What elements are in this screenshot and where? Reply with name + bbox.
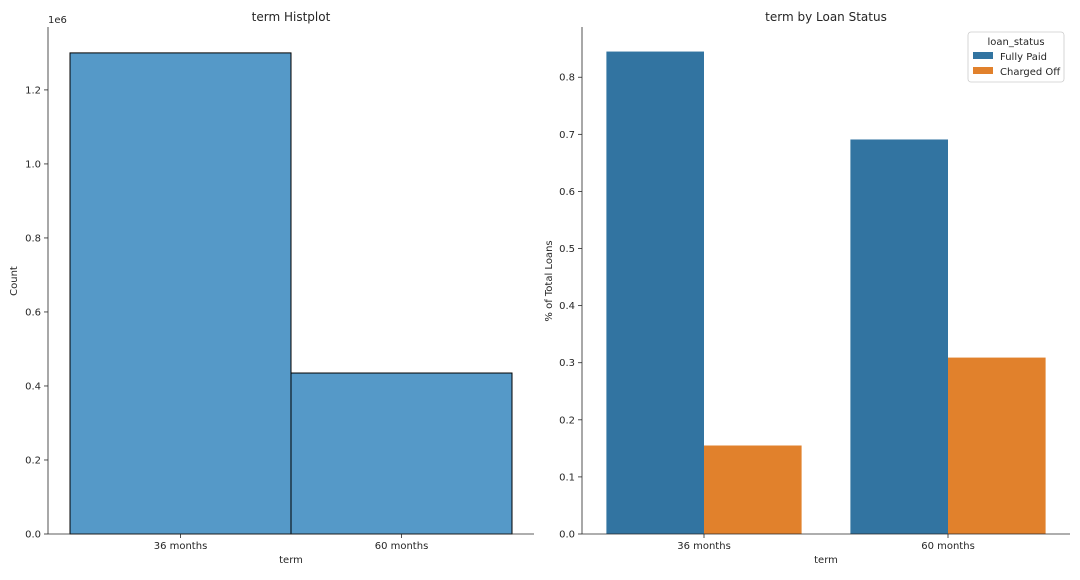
bar-charged-off-60-months xyxy=(948,357,1046,534)
x-ticks: 36 months 60 months xyxy=(677,534,975,552)
bar-fully-paid-36-months xyxy=(606,51,704,535)
legend-swatch-charged-off xyxy=(973,67,993,74)
x-tick-label: 60 months xyxy=(375,541,429,552)
x-tick-label: 36 months xyxy=(677,541,731,552)
bar-charged-off-36-months xyxy=(704,445,802,534)
y-tick-label: 0.3 xyxy=(559,358,575,369)
bar-fully-paid-60-months xyxy=(850,139,948,534)
loan-status-chart: term by Loan Status % of Total Loans ter… xyxy=(544,10,1070,566)
y-tick-label: 0.8 xyxy=(25,233,41,244)
y-tick-label: 0.7 xyxy=(559,130,575,141)
y-tick-label: 1.2 xyxy=(25,85,41,96)
legend-title: loan_status xyxy=(987,37,1044,48)
x-ticks: 36 months 60 months xyxy=(154,534,429,552)
histplot-chart: term Histplot 1e6 Count term 0.00.20.40.… xyxy=(9,10,534,566)
y-tick-label: 0.5 xyxy=(559,244,575,255)
x-axis-label: term xyxy=(279,555,303,566)
chart-title: term by Loan Status xyxy=(765,10,887,24)
bar-60-months xyxy=(290,372,513,535)
y-tick-label: 0.6 xyxy=(559,187,575,198)
legend-label-fully-paid: Fully Paid xyxy=(1000,52,1047,63)
x-tick-label: 36 months xyxy=(154,541,208,552)
bars-group xyxy=(606,51,1046,535)
chart-title: term Histplot xyxy=(252,10,331,24)
x-axis-label: term xyxy=(814,555,838,566)
y-tick-label: 0.2 xyxy=(559,415,575,426)
y-ticks: 0.0 0.1 0.2 0.3 0.4 0.5 0.6 0.7 0.8 xyxy=(559,73,582,541)
y-tick-label: 0.1 xyxy=(559,472,575,483)
legend-label-charged-off: Charged Off xyxy=(1000,67,1061,78)
y-tick-label: 0.8 xyxy=(559,73,575,84)
y-tick-label: 0.4 xyxy=(559,301,575,312)
y-tick-label: 1.0 xyxy=(25,159,41,170)
bar-36-months xyxy=(69,52,292,535)
x-tick-label: 60 months xyxy=(921,541,975,552)
y-ticks: 0.0 0.2 0.4 0.6 0.8 1.0 1.2 xyxy=(25,85,48,541)
y-offset-label: 1e6 xyxy=(48,15,67,26)
y-axis-label: Count xyxy=(9,266,20,296)
y-tick-label: 0.2 xyxy=(25,455,41,466)
y-tick-label: 0.6 xyxy=(25,307,41,318)
bars-group xyxy=(69,52,513,535)
y-axis-label: % of Total Loans xyxy=(544,240,555,321)
y-tick-label: 0.4 xyxy=(25,381,41,392)
legend: loan_status Fully Paid Charged Off xyxy=(967,31,1065,83)
y-tick-label: 0.0 xyxy=(25,530,41,541)
y-tick-label: 0.0 xyxy=(559,530,575,541)
legend-swatch-fully-paid xyxy=(973,52,993,59)
